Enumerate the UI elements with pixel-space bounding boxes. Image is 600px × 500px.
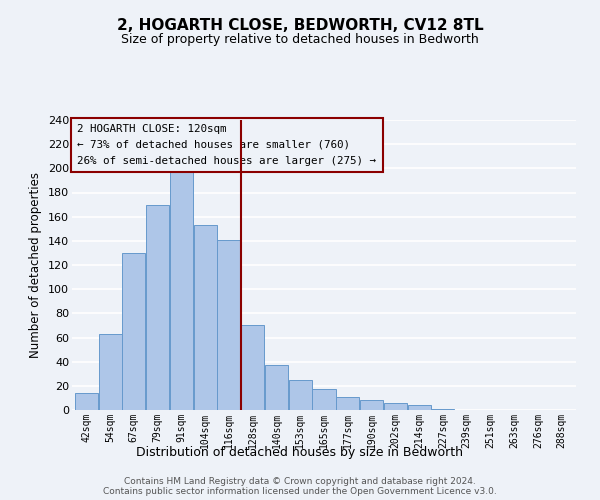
Text: Size of property relative to detached houses in Bedworth: Size of property relative to detached ho… xyxy=(121,32,479,46)
Y-axis label: Number of detached properties: Number of detached properties xyxy=(29,172,43,358)
Bar xyxy=(360,400,383,410)
Bar xyxy=(241,326,264,410)
Bar xyxy=(75,393,98,410)
Text: Distribution of detached houses by size in Bedworth: Distribution of detached houses by size … xyxy=(137,446,464,459)
Bar xyxy=(170,168,193,410)
Bar xyxy=(98,334,122,410)
Bar xyxy=(384,403,407,410)
Text: Contains HM Land Registry data © Crown copyright and database right 2024.: Contains HM Land Registry data © Crown c… xyxy=(124,476,476,486)
Text: Contains public sector information licensed under the Open Government Licence v3: Contains public sector information licen… xyxy=(103,486,497,496)
Bar xyxy=(313,390,335,410)
Bar xyxy=(146,204,169,410)
Bar xyxy=(336,396,359,410)
Bar xyxy=(194,225,217,410)
Bar xyxy=(407,405,431,410)
Bar xyxy=(265,366,288,410)
Bar xyxy=(431,409,454,410)
Bar xyxy=(289,380,312,410)
Bar xyxy=(122,253,145,410)
Text: 2, HOGARTH CLOSE, BEDWORTH, CV12 8TL: 2, HOGARTH CLOSE, BEDWORTH, CV12 8TL xyxy=(116,18,484,32)
Bar xyxy=(217,240,241,410)
Text: 2 HOGARTH CLOSE: 120sqm
← 73% of detached houses are smaller (760)
26% of semi-d: 2 HOGARTH CLOSE: 120sqm ← 73% of detache… xyxy=(77,124,376,166)
